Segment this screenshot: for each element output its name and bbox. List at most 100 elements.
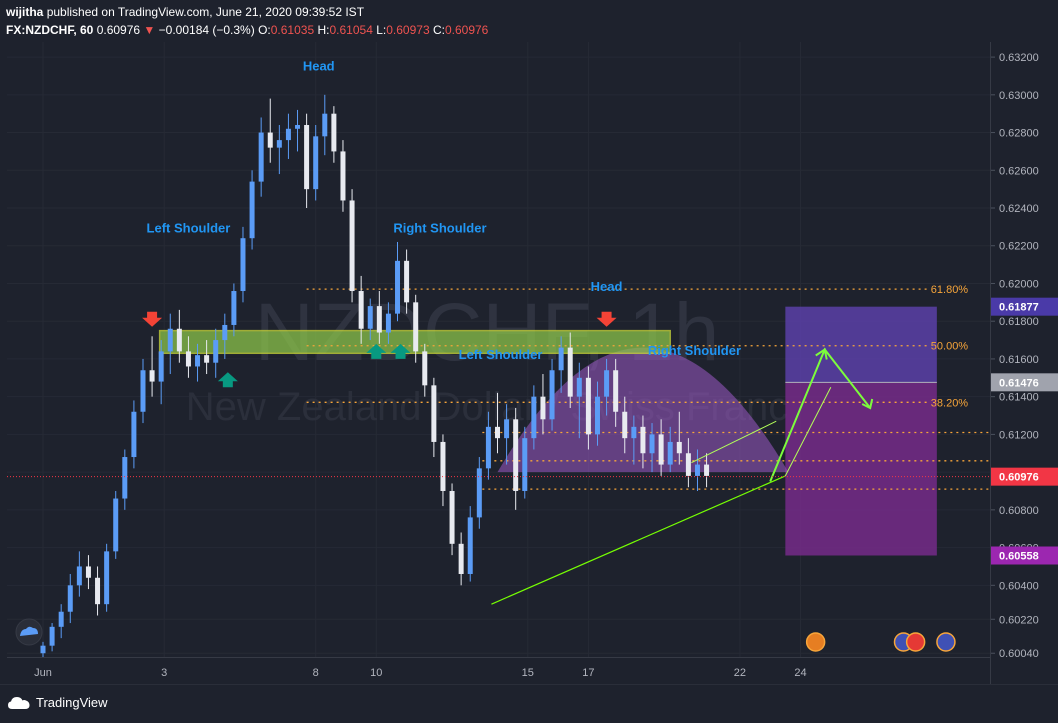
candle-body [467, 517, 473, 574]
candle-body [85, 566, 91, 578]
candle-body [258, 132, 264, 182]
price-badge [991, 297, 1058, 316]
candle-body [549, 370, 555, 420]
candle-body [149, 370, 155, 382]
price-tick-label: 0.62600 [999, 165, 1039, 177]
candle-body [267, 132, 273, 148]
price-tick-label: 0.60220 [999, 614, 1039, 626]
tradingview-logo[interactable]: TradingView [8, 695, 108, 710]
candle-body [185, 351, 191, 367]
price-change: −0.00184 (−0.3%) [158, 23, 255, 37]
channel-line [691, 420, 777, 464]
drawings: 61.80% 50.00% 38.20% [158, 284, 990, 556]
footer-bar: TradingView [0, 684, 1058, 723]
fib-label: 38.20% [931, 397, 969, 409]
high-label: H: [317, 23, 330, 37]
candle-body [76, 566, 82, 586]
price-tick-label: 0.61800 [999, 316, 1039, 328]
time-tick-label: 24 [794, 667, 806, 679]
candle-body [58, 611, 64, 627]
candle-body [585, 377, 591, 435]
time-axis-ticks: Jun 3 8 10 15 17 22 24 [34, 667, 807, 679]
candle-body [395, 260, 401, 314]
symbol: FX:NZDCHF, 60 [6, 23, 94, 37]
candle-body [667, 441, 673, 465]
candle-body [131, 411, 137, 458]
candle-body [322, 113, 328, 137]
pattern-label: Left Shoulder [459, 347, 543, 362]
candle-body [204, 355, 210, 363]
candle-body [404, 260, 410, 303]
price-tick-label: 0.62200 [999, 241, 1039, 253]
author: wijitha [6, 5, 44, 19]
candle-body [213, 340, 219, 363]
candle-body [631, 426, 637, 439]
price-badge [991, 467, 1058, 486]
candle-body [640, 426, 646, 454]
candle-body [313, 136, 319, 190]
candle-body [67, 585, 73, 612]
candle-body [431, 385, 437, 442]
candle-body [240, 238, 246, 292]
channel-line [784, 387, 832, 477]
time-tick-label: 10 [370, 667, 382, 679]
candle-body [295, 125, 301, 129]
candle-body [531, 396, 537, 439]
chart-pane[interactable]: NZDCHF, 1h New Zealand Dollar / Swiss Fr… [7, 42, 990, 659]
candle-body [422, 351, 428, 386]
pattern-label: Left Shoulder [147, 221, 231, 236]
published-line: published on TradingView.com, June 21, 2… [46, 5, 365, 19]
price-tick-label: 0.61400 [999, 392, 1039, 404]
price-badge-label: 0.60976 [999, 472, 1039, 484]
candle-body [95, 577, 101, 605]
time-tick-label: 17 [582, 667, 594, 679]
price-tick-label: 0.63000 [999, 90, 1039, 102]
open-label: O: [258, 23, 271, 37]
candle-body [349, 200, 355, 292]
buy-arrow-icon [390, 343, 411, 359]
price-chart[interactable]: NZDCHF, 1h New Zealand Dollar / Swiss Fr… [7, 42, 990, 659]
price-badge-label: 0.61877 [999, 302, 1039, 314]
price-tick-label: 0.60040 [999, 648, 1039, 660]
projection-arrowhead [861, 398, 874, 410]
pattern-label: Head [591, 279, 623, 294]
candle-body [340, 151, 346, 201]
time-tick-label: 15 [522, 667, 534, 679]
cloud-icon [20, 626, 38, 636]
fib-label: 61.80% [931, 284, 969, 296]
close-value: 0.60976 [444, 23, 489, 37]
candle-body [504, 419, 510, 439]
price-axis[interactable]: 0.63200 0.63000 0.62800 0.62600 0.62400 0.622… [990, 42, 1058, 684]
time-tick-label: Jun [34, 667, 52, 679]
annotations: Head Left Shoulder Right Shoulder Head Left … [7, 58, 990, 652]
candle-body [176, 328, 182, 352]
candle-body [195, 355, 201, 367]
low-value: 0.60973 [386, 23, 430, 37]
time-axis[interactable]: Jun 3 8 10 15 17 22 24 [7, 657, 990, 685]
candle-body [385, 313, 391, 333]
candle-body [658, 434, 664, 465]
candle-body [567, 347, 573, 397]
candle-body [167, 328, 173, 352]
close-label: C: [432, 23, 445, 37]
price-badge [991, 373, 1058, 392]
high-value: 0.61054 [329, 23, 373, 37]
candle-body [540, 396, 546, 420]
candle-body [649, 434, 655, 454]
candle-body [376, 306, 382, 333]
candle-body [613, 370, 619, 412]
candle-body [49, 626, 55, 646]
pattern-label: Head [303, 58, 335, 73]
candle-body [604, 370, 610, 397]
projection-arrowhead [815, 347, 828, 360]
candle-body [122, 457, 128, 499]
candle-body [231, 291, 237, 325]
price-axis-ticks: 0.63200 0.63000 0.62800 0.62600 0.62400 0.622… [991, 52, 1058, 660]
candle-body [113, 498, 119, 552]
economic-event-icon [936, 632, 956, 652]
candle-body [285, 128, 291, 141]
sell-arrow-icon [596, 311, 617, 327]
change-arrow-icon: ▼ [143, 23, 156, 37]
candle-body [140, 370, 146, 412]
